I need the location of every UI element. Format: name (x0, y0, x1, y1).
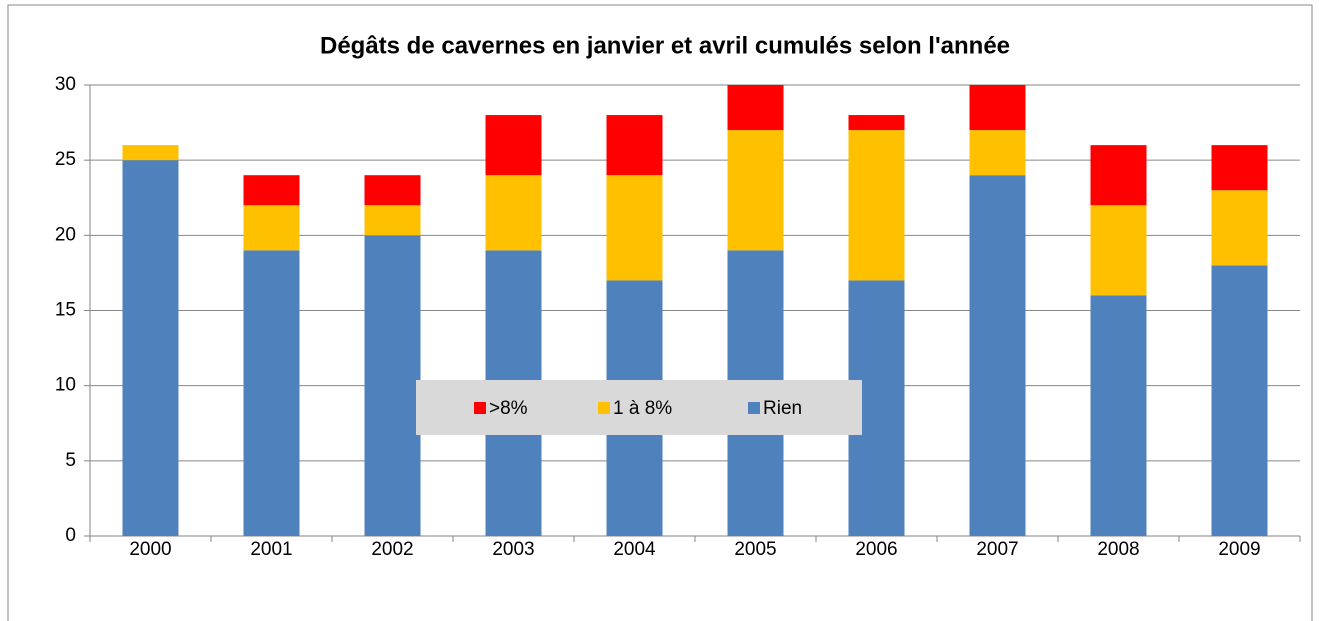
bar-segment (1211, 190, 1268, 266)
legend-label: Rien (763, 398, 802, 419)
x-tick-label: 2000 (129, 539, 171, 560)
x-tick-label: 2004 (613, 539, 656, 560)
chart-title: Dégâts de cavernes en janvier et avril c… (320, 32, 1010, 59)
bar-segment (1090, 295, 1147, 536)
y-tick-label: 30 (55, 74, 76, 95)
x-tick-label: 2003 (492, 539, 534, 560)
bar-segment (606, 115, 663, 176)
bar-segment (969, 85, 1026, 131)
legend-swatch (748, 402, 760, 414)
legend-swatch (598, 402, 610, 414)
bar-segment (606, 175, 663, 281)
bar-segment (122, 145, 179, 161)
y-tick-label: 25 (55, 149, 76, 170)
bar-segment (1211, 265, 1268, 536)
bar-segment (243, 205, 300, 251)
bar-segment (364, 235, 421, 537)
x-tick-label: 2006 (855, 539, 897, 560)
bar-segment (727, 130, 784, 251)
x-tick-label: 2001 (250, 539, 292, 560)
x-tick-label: 2007 (976, 539, 1018, 560)
bar-segment (848, 115, 905, 131)
x-tick-label: 2005 (734, 539, 776, 560)
bar-segment (1090, 205, 1147, 296)
y-tick-label: 5 (65, 450, 76, 471)
y-tick-label: 0 (65, 525, 76, 546)
x-tick-label: 2008 (1097, 539, 1139, 560)
x-tick-label: 2009 (1218, 539, 1260, 560)
bar-segment (727, 85, 784, 131)
bar-segment (364, 175, 421, 206)
bar-segment (969, 175, 1026, 536)
bar-segment (485, 175, 542, 251)
bar-segment (1211, 145, 1268, 191)
bar-segment (969, 130, 1026, 176)
bar-segment (122, 160, 179, 536)
legend-swatch (474, 402, 486, 414)
y-tick-label: 10 (55, 375, 76, 396)
bar-segment (243, 175, 300, 206)
bar-segment (485, 115, 542, 176)
y-tick-label: 20 (55, 224, 76, 245)
bar-segment (364, 205, 421, 236)
y-tick-label: 15 (55, 300, 76, 321)
bar-segment (1090, 145, 1147, 206)
legend-label: 1 à 8% (613, 398, 672, 419)
x-tick-label: 2002 (371, 539, 413, 560)
legend-box (416, 380, 862, 435)
bar-segment (848, 130, 905, 281)
legend-label: >8% (489, 398, 528, 419)
bar-segment (243, 250, 300, 536)
